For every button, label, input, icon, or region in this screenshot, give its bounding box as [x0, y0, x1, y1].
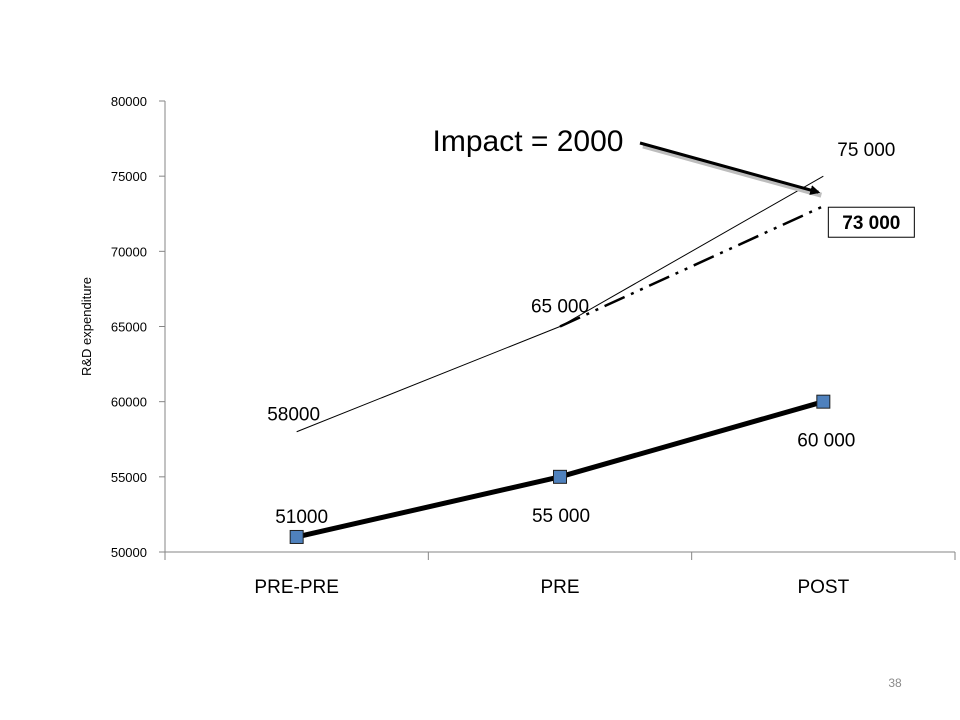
data-label: 55 000	[532, 506, 590, 527]
data-labels: 58000 65 000 75 000 51000 55 000 60 000 73 000	[267, 140, 915, 528]
y-tick-label: 55000	[111, 470, 147, 485]
data-label-box	[827, 206, 915, 238]
impact-arrow-shadow	[642, 143, 822, 198]
data-point-marker	[553, 469, 567, 484]
y-tick-label: 75000	[111, 169, 147, 184]
data-point-marker	[289, 529, 304, 544]
data-label: 65 000	[531, 297, 589, 318]
data-point-marker	[816, 394, 831, 409]
x-tick-label: PRE	[540, 577, 579, 598]
impact-annotation: Impact = 2000	[433, 125, 822, 198]
axes: 50000 55000 60000 65000 70000 75000 80000 PRE-P…	[79, 94, 956, 598]
data-label: 75 000	[837, 140, 895, 161]
impact-text: Impact = 2000	[433, 125, 624, 158]
y-axis-title: R&D expenditure	[79, 277, 94, 376]
y-tick-label: 80000	[111, 94, 147, 109]
data-label: 58000	[267, 405, 320, 426]
y-tick-label: 60000	[111, 395, 147, 410]
x-tick-label: POST	[797, 577, 849, 598]
series-layer	[289, 175, 831, 544]
series-line-3	[559, 205, 824, 328]
x-tick-label: PRE-PRE	[254, 577, 338, 598]
data-label: 51000	[275, 507, 328, 528]
impact-arrow	[639, 141, 821, 195]
y-tick-label: 50000	[111, 545, 147, 560]
page-number: 38	[888, 676, 902, 690]
y-tick-label: 65000	[111, 320, 147, 335]
data-label: 73 000	[842, 213, 900, 234]
y-tick-label: 70000	[111, 244, 147, 259]
data-label: 60 000	[797, 431, 855, 452]
